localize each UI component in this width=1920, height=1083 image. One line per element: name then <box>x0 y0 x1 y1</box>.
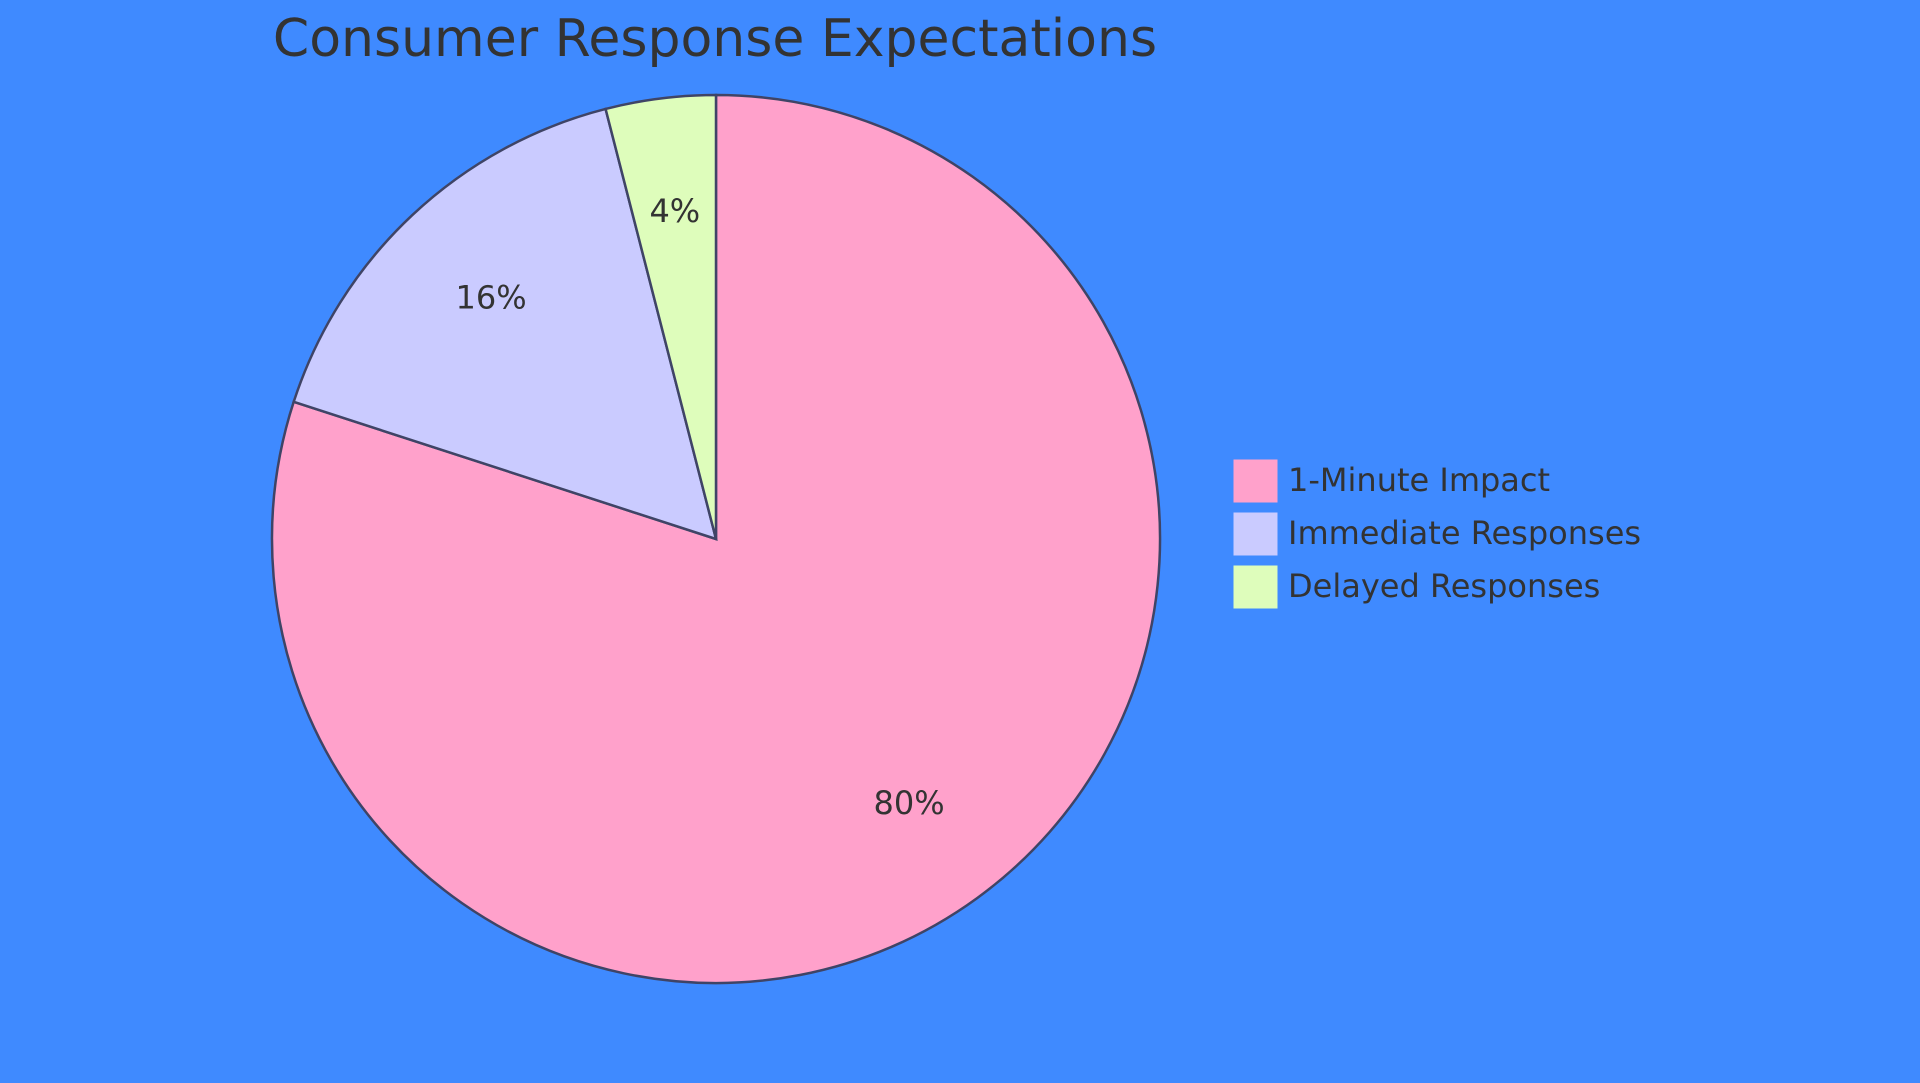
pie-slice <box>292 107 718 541</box>
slice-label: 16% <box>456 278 527 316</box>
pie-slice <box>604 93 718 540</box>
legend-swatch <box>1232 564 1279 610</box>
chart-title: Consumer Response Expectations <box>273 9 1157 69</box>
legend-label: Immediate Responses <box>1288 514 1641 552</box>
slice-label: 80% <box>874 784 945 822</box>
legend-swatch <box>1232 458 1279 504</box>
legend-label: 1-Minute Impact <box>1288 461 1550 499</box>
legend-swatch <box>1232 511 1279 557</box>
slice-label: 4% <box>649 192 700 230</box>
legend-label: Delayed Responses <box>1288 567 1600 605</box>
